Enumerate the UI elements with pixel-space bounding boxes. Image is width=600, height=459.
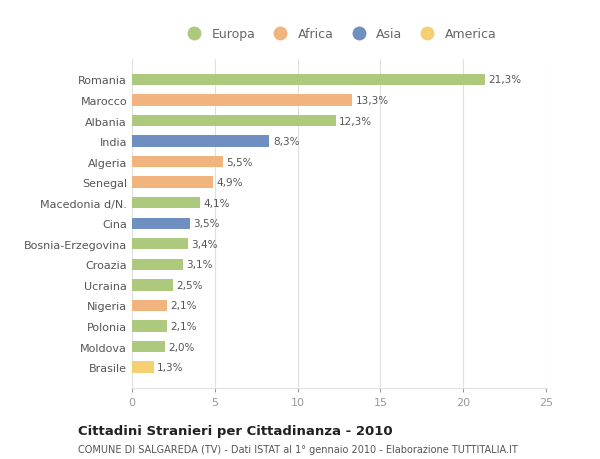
Text: 2,0%: 2,0% — [169, 342, 195, 352]
Text: 13,3%: 13,3% — [356, 96, 389, 106]
Bar — [132, 95, 352, 106]
Bar — [132, 321, 167, 332]
Bar — [132, 280, 173, 291]
Bar — [132, 362, 154, 373]
Bar — [132, 136, 269, 147]
Text: 2,5%: 2,5% — [177, 280, 203, 290]
Text: 4,9%: 4,9% — [217, 178, 243, 188]
Text: 21,3%: 21,3% — [488, 75, 521, 85]
Text: 2,1%: 2,1% — [170, 301, 197, 311]
Bar — [132, 116, 335, 127]
Legend: Europa, Africa, Asia, America: Europa, Africa, Asia, America — [176, 23, 502, 46]
Bar — [132, 259, 184, 270]
Text: 1,3%: 1,3% — [157, 362, 184, 372]
Text: 12,3%: 12,3% — [339, 116, 372, 126]
Text: 3,1%: 3,1% — [187, 260, 213, 270]
Text: 3,4%: 3,4% — [191, 239, 218, 249]
Text: 2,1%: 2,1% — [170, 321, 197, 331]
Bar — [132, 157, 223, 168]
Bar — [132, 341, 165, 353]
Bar — [132, 239, 188, 250]
Text: 8,3%: 8,3% — [273, 137, 299, 147]
Text: COMUNE DI SALGAREDA (TV) - Dati ISTAT al 1° gennaio 2010 - Elaborazione TUTTITAL: COMUNE DI SALGAREDA (TV) - Dati ISTAT al… — [78, 444, 518, 454]
Bar — [132, 177, 213, 188]
Text: 3,5%: 3,5% — [193, 219, 220, 229]
Text: 5,5%: 5,5% — [226, 157, 253, 167]
Bar — [132, 75, 485, 86]
Bar — [132, 218, 190, 230]
Bar — [132, 300, 167, 311]
Bar — [132, 198, 200, 209]
Text: Cittadini Stranieri per Cittadinanza - 2010: Cittadini Stranieri per Cittadinanza - 2… — [78, 424, 392, 437]
Text: 4,1%: 4,1% — [203, 198, 230, 208]
